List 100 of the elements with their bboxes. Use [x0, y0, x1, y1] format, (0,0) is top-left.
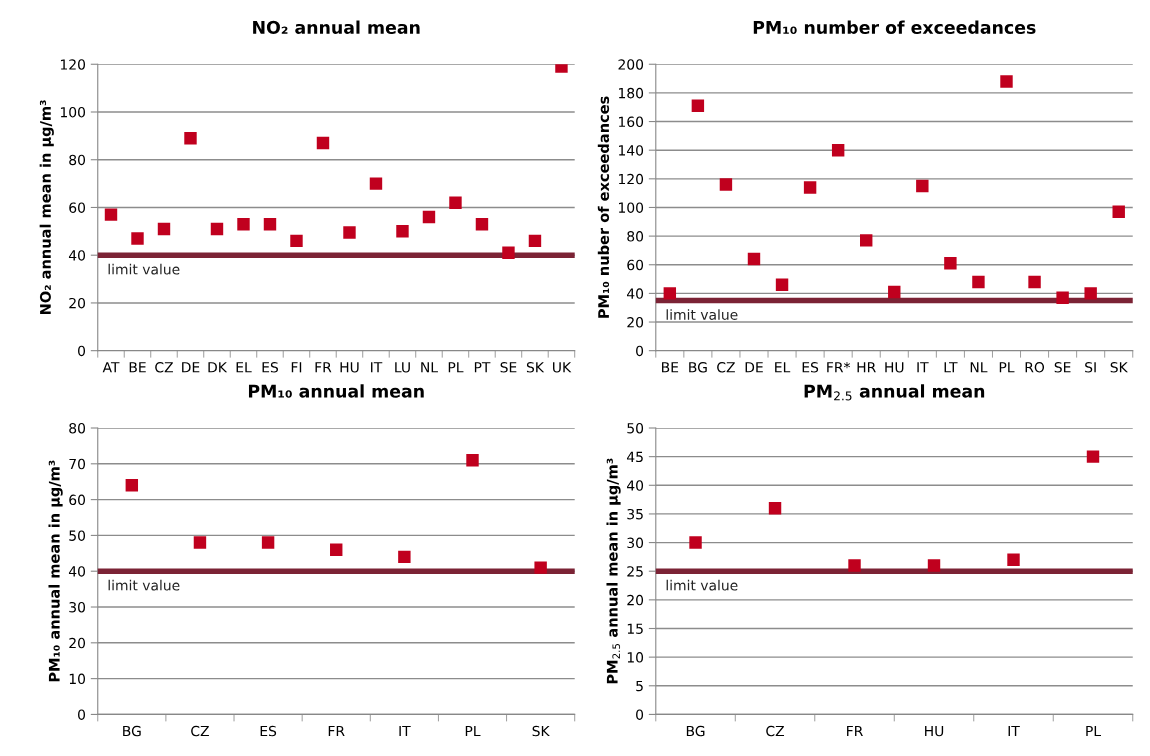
y-tick-label: 40 [626, 480, 644, 491]
point [263, 217, 277, 231]
y-tick-label: 20 [627, 594, 644, 606]
y-tick-label: 0 [636, 345, 644, 357]
point [775, 278, 789, 292]
chart-title: PM$_{2.5}$ annual mean [804, 384, 985, 401]
x-tick-label: RO [1025, 362, 1045, 373]
x-tick-label: SE [1054, 362, 1071, 373]
point [184, 132, 197, 145]
x-tick-label: BE [129, 362, 146, 373]
point [1086, 450, 1100, 463]
point [261, 536, 275, 549]
point [398, 550, 411, 564]
point [343, 226, 356, 239]
x-tick-label: LT [944, 362, 958, 373]
x-tick-label: FR [328, 725, 345, 737]
point [157, 222, 171, 236]
x-tick-label: ES [262, 362, 279, 373]
point [193, 536, 207, 549]
y-axis-title: PM₁₀ annual mean in µg/m³ [48, 460, 63, 682]
ref-line-label: limit value [666, 309, 738, 320]
y-tick-label: 0 [78, 709, 86, 720]
x-tick-label: FR* [827, 362, 851, 373]
point [104, 208, 118, 221]
point [1007, 553, 1020, 566]
y-axis-title: NO₂ annual mean in µg/m³ [39, 100, 54, 315]
x-tick-label: IT [399, 725, 411, 737]
y-tick-label: 40 [68, 566, 86, 577]
x-tick-label: ES [802, 362, 819, 373]
x-tick-label: PL [465, 725, 481, 737]
x-tick-label: BG [689, 362, 707, 373]
x-tick-label: NL [421, 362, 438, 373]
chart-title: NO₂ annual mean [253, 20, 420, 34]
y-tick-label: 20 [69, 297, 86, 309]
point [1112, 205, 1125, 218]
y-tick-label: 100 [60, 106, 86, 118]
y-tick-label: 30 [69, 601, 86, 613]
x-tick-label: BE [662, 362, 679, 373]
ref-line-label: limit value [108, 579, 180, 591]
point [1056, 291, 1069, 304]
y-tick-label: 70 [69, 458, 86, 470]
y-tick-label: 160 [619, 116, 644, 128]
point [1000, 75, 1013, 88]
x-tick-label: SI [1085, 362, 1096, 373]
chart-title: PM₁₀ number of exceedances [753, 20, 1036, 34]
point [534, 561, 547, 574]
point [888, 285, 901, 299]
x-tick-label: DE [182, 362, 200, 373]
x-tick-label: SK [532, 725, 550, 737]
y-tick-label: 5 [636, 680, 643, 692]
x-tick-label: NL [970, 362, 988, 373]
y-tick-label: 40 [68, 250, 86, 261]
y-tick-label: 100 [619, 202, 644, 213]
point [475, 217, 489, 231]
y-tick-label: 35 [627, 508, 643, 520]
point [422, 210, 436, 224]
y-tick-label: 25 [627, 566, 643, 577]
point [449, 196, 462, 209]
x-tick-label: EL [236, 362, 252, 373]
y-axis-title: PM₁₀ nuber of exceedances [597, 96, 610, 318]
y-tick-label: 10 [69, 673, 86, 685]
point [803, 181, 817, 194]
x-tick-label: LU [395, 362, 410, 373]
x-tick-label: HU [885, 362, 904, 373]
point [747, 252, 761, 266]
y-tick-label: 180 [619, 87, 644, 99]
x-tick-label: DE [745, 362, 763, 373]
point [1084, 287, 1097, 300]
x-tick-label: PL [999, 362, 1015, 373]
x-tick-label: CZ [191, 725, 209, 737]
y-tick-label: 60 [627, 259, 644, 271]
x-tick-label: CZ [766, 725, 785, 737]
point [237, 217, 250, 231]
point [768, 501, 782, 515]
x-tick-label: HU [340, 362, 359, 373]
y-tick-label: 80 [627, 231, 644, 242]
point [972, 275, 985, 289]
y-tick-label: 40 [626, 288, 644, 299]
y-tick-label: 0 [636, 709, 644, 720]
x-tick-label: DK [208, 362, 228, 373]
point [316, 136, 330, 150]
y-tick-label: 20 [627, 317, 644, 328]
point [719, 178, 733, 191]
point [944, 257, 957, 270]
y-tick-label: 80 [69, 154, 86, 166]
point [131, 232, 144, 245]
point [466, 454, 479, 467]
ref-line-label: limit value [666, 579, 738, 591]
x-tick-label: PL [1086, 725, 1101, 737]
y-tick-label: 200 [618, 59, 644, 70]
point [916, 179, 929, 193]
y-tick-label: 60 [69, 202, 86, 213]
point [330, 543, 343, 556]
point [663, 287, 677, 300]
point [290, 234, 303, 248]
x-tick-label: PT [474, 362, 491, 373]
x-tick-label: HR [857, 362, 876, 373]
y-tick-label: 10 [627, 652, 644, 663]
y-tick-label: 50 [69, 530, 86, 541]
point [927, 559, 941, 572]
